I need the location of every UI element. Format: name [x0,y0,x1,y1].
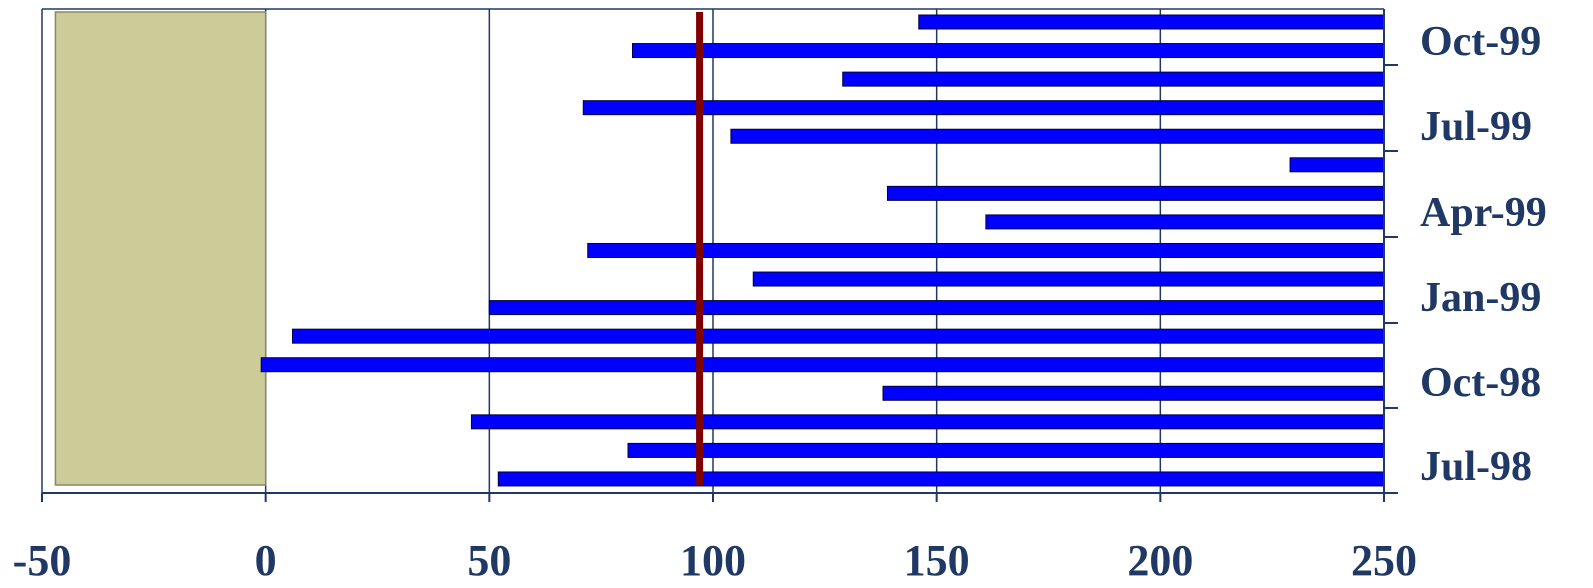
range-bar [582,100,1385,116]
y-tick-label: Apr-99 [1420,190,1547,236]
range-bar [260,357,1385,373]
x-tick-label: 0 [255,536,277,585]
range-bar [842,71,1385,87]
range-bar [587,242,1385,258]
range-bar [470,414,1385,430]
y-tick-label: Jul-99 [1420,104,1532,150]
x-tick-label: -50 [13,536,72,585]
y-tick-label: Oct-99 [1420,19,1541,65]
range-bar [886,185,1385,201]
y-axis-tick-labels: Oct-99 Jul-99 Apr-99 Jan-99 Oct-98 Jul-98 [1420,19,1547,490]
range-bar [627,442,1385,458]
axes-layer [41,9,1398,502]
x-tick-label: 100 [680,536,746,585]
x-axis-tick-labels: -50 0 50 100 150 200 250 [13,536,1417,585]
x-tick-label: 250 [1351,536,1417,585]
range-bar [918,14,1385,30]
range-bar [882,385,1385,401]
x-tick-label: 200 [1127,536,1193,585]
bars-layer [260,14,1385,487]
y-tick-label: Oct-98 [1420,360,1541,406]
range-bar [488,300,1385,316]
x-tick-label: 150 [904,536,970,585]
range-bar [985,214,1385,230]
range-bar [752,271,1385,287]
range-bar [292,328,1385,344]
shaded-region-layer [54,11,267,486]
shaded-region [54,11,267,486]
y-tick-label: Jan-99 [1420,275,1541,321]
x-tick-label: 50 [467,536,511,585]
range-bar [1289,157,1385,173]
range-bar [730,128,1385,144]
range-bar [497,471,1385,487]
range-bar [631,43,1385,59]
y-tick-label: Jul-98 [1420,444,1532,490]
